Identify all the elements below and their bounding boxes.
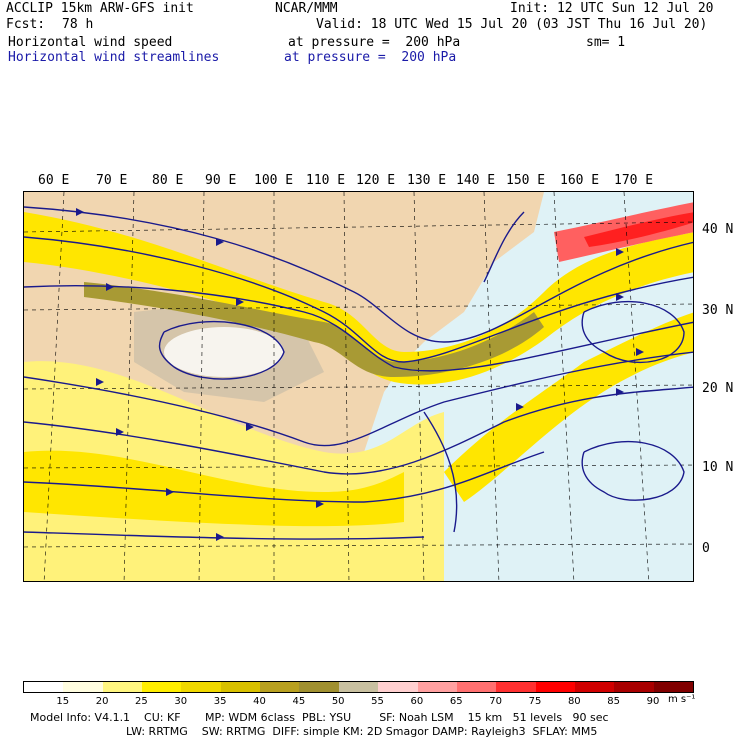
lat-label: 0 <box>702 541 710 556</box>
lon-label: 170 E <box>614 173 654 188</box>
lat-label: 10 N <box>702 460 734 475</box>
colorbar-swatch <box>496 682 537 692</box>
colorbar-tick-label: 30 <box>174 696 188 707</box>
colorbar-tick-label: 45 <box>292 696 306 707</box>
lon-label: 140 E <box>456 173 496 188</box>
colorbar-swatch <box>653 682 694 692</box>
colorbar-tick-label: 65 <box>449 696 463 707</box>
wind-band-south-core <box>24 450 404 527</box>
streamlines <box>24 206 693 540</box>
lon-label: 80 E <box>152 173 184 188</box>
colorbar-swatch <box>260 682 300 692</box>
colorbar-swatch <box>102 682 143 692</box>
colorbar-tick-label: 60 <box>410 696 424 707</box>
fcst-value: 78 h <box>62 17 94 32</box>
colorbar-swatch <box>456 682 497 692</box>
org-label: NCAR/MMM <box>275 1 338 16</box>
model-title: ACCLIP 15km ARW-GFS init <box>6 1 194 16</box>
valid-time: Valid: 18 UTC Wed 15 Jul 20 (03 JST Thu … <box>316 17 708 32</box>
jet-max-northeast-core <box>584 212 693 247</box>
wind-band-south <box>24 361 444 581</box>
jet-core-north <box>84 282 544 377</box>
colorbar-units: m s⁻¹ <box>668 694 696 705</box>
lon-label: 100 E <box>254 173 294 188</box>
colorbar-tick-label: 70 <box>489 696 502 707</box>
footer-model-info: Model Info: V4.1.1 CU: KF MP: WDM 6class… <box>30 711 609 724</box>
lon-label: 150 E <box>506 173 546 188</box>
colorbar-swatch <box>338 682 379 692</box>
colorbar-swatch <box>181 682 222 692</box>
field2-level: at pressure = 200 hPa <box>284 50 457 65</box>
colorbar <box>23 681 694 693</box>
colorbar-swatch <box>142 682 182 692</box>
colorbar-swatch <box>220 682 261 692</box>
colorbar-tick-label: 35 <box>213 696 227 707</box>
colorbar-tick-label: 75 <box>528 696 542 707</box>
field1-level: at pressure = 200 hPa <box>288 35 461 50</box>
colorbar-tick-label: 25 <box>135 696 148 707</box>
lon-label: 110 E <box>306 173 346 188</box>
jet-band-east <box>444 312 693 502</box>
field1-smooth: sm= 1 <box>586 35 626 50</box>
lon-label: 130 E <box>407 173 447 188</box>
colorbar-swatch <box>299 682 340 692</box>
colorbar-swatch <box>574 682 615 692</box>
fcst-label: Fcst: <box>6 17 46 32</box>
lat-label: 20 N <box>702 381 734 396</box>
init-time: Init: 12 UTC Sun 12 Jul 20 <box>510 1 714 16</box>
colorbar-tick-label: 40 <box>253 696 266 707</box>
lat-label: 40 N <box>702 222 734 237</box>
streamline-arrows <box>76 208 644 541</box>
lon-label: 60 E <box>38 173 70 188</box>
lon-label: 160 E <box>560 173 600 188</box>
lat-label: 30 N <box>702 303 734 318</box>
lon-label: 120 E <box>356 173 396 188</box>
colorbar-swatch <box>24 682 64 692</box>
colorbar-tick-label: 15 <box>56 696 70 707</box>
colorbar-tick-label: 55 <box>371 696 384 707</box>
jet-band-north <box>24 212 693 385</box>
wind-map <box>23 191 694 582</box>
colorbar-swatch <box>417 682 458 692</box>
colorbar-swatch <box>614 682 655 692</box>
colorbar-tick-label: 20 <box>95 696 109 707</box>
footer-physics-info: LW: RRTMG SW: RRTMG DIFF: simple KM: 2D … <box>126 725 598 738</box>
colorbar-tick-label: 85 <box>607 696 621 707</box>
field2-name: Horizontal wind streamlines <box>8 50 220 65</box>
colorbar-swatch <box>378 682 419 692</box>
colorbar-swatch <box>63 682 104 692</box>
field1-name: Horizontal wind speed <box>8 35 173 50</box>
colorbar-swatch <box>535 682 576 692</box>
graticule <box>24 192 693 581</box>
lon-label: 90 E <box>205 173 237 188</box>
lon-label: 70 E <box>96 173 128 188</box>
anticyclone-center <box>164 327 284 377</box>
colorbar-tick-label: 50 <box>331 696 345 707</box>
colorbar-tick-label: 90 <box>646 696 660 707</box>
colorbar-tick-label: 80 <box>567 696 581 707</box>
